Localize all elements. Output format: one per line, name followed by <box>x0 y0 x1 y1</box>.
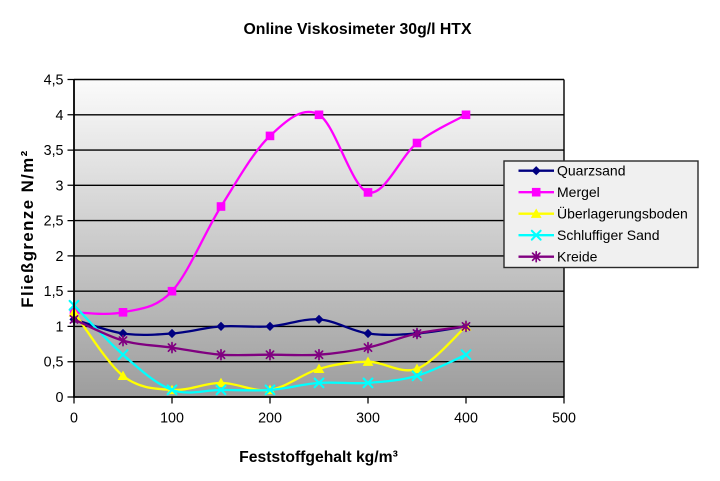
svg-text:0: 0 <box>70 411 78 427</box>
svg-text:0,5: 0,5 <box>44 355 64 371</box>
svg-text:400: 400 <box>454 411 478 427</box>
svg-text:Schluffiger Sand: Schluffiger Sand <box>557 227 659 243</box>
svg-text:Mergel: Mergel <box>557 184 600 200</box>
svg-text:1: 1 <box>56 319 64 335</box>
svg-text:500: 500 <box>552 411 576 427</box>
svg-text:300: 300 <box>356 411 380 427</box>
svg-text:100: 100 <box>160 411 184 427</box>
svg-text:2: 2 <box>56 249 64 265</box>
svg-text:Online Viskosimeter 30g/l HTX: Online Viskosimeter 30g/l HTX <box>244 21 472 38</box>
svg-text:4,5: 4,5 <box>44 73 64 89</box>
svg-text:Überlagerungsboden: Überlagerungsboden <box>557 205 688 222</box>
svg-text:Feststoffgehalt kg/m³: Feststoffgehalt kg/m³ <box>239 449 398 466</box>
svg-text:200: 200 <box>258 411 282 427</box>
svg-text:Kreide: Kreide <box>557 249 598 265</box>
svg-text:2,5: 2,5 <box>44 214 64 230</box>
svg-text:3: 3 <box>56 178 64 194</box>
svg-text:0: 0 <box>56 390 64 406</box>
svg-text:3,5: 3,5 <box>44 143 64 159</box>
svg-text:Quarzsand: Quarzsand <box>557 163 625 179</box>
svg-text:4: 4 <box>56 108 64 124</box>
svg-text:1,5: 1,5 <box>44 284 64 300</box>
svg-text:Fließgrenze N/m²: Fließgrenze N/m² <box>18 149 37 307</box>
